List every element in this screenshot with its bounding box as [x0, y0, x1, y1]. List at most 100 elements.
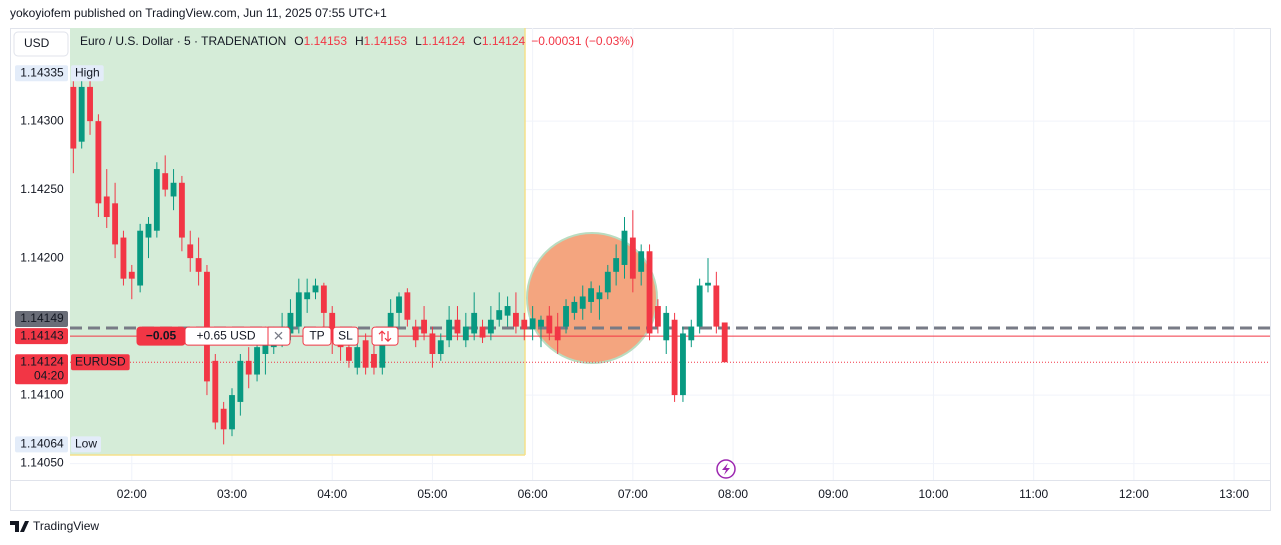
candle-body: [287, 312, 294, 334]
currency-label: USD: [24, 36, 50, 50]
candle-body: [187, 244, 194, 259]
x-tick-label: 03:00: [217, 487, 247, 501]
y-tick-label: 1.14300: [20, 113, 64, 127]
candle-body: [112, 203, 119, 245]
y-tick-label: 1.14200: [20, 250, 64, 264]
price-badge-label: 1.14064: [20, 437, 64, 451]
position-widget[interactable]: −0.05 +0.65 USD TP SL: [136, 326, 399, 346]
candle-body: [496, 310, 503, 320]
candle-body: [95, 121, 102, 204]
candle-body: [487, 319, 494, 334]
candle-body: [195, 258, 202, 272]
x-tick-label: 13:00: [1219, 487, 1249, 501]
candle-body: [429, 333, 436, 354]
candle-body: [688, 326, 695, 341]
candle-body: [170, 182, 177, 197]
price-badge-label: 1.14149: [20, 311, 64, 325]
candle-body: [412, 326, 419, 341]
candle-body: [462, 326, 469, 341]
candle-body: [262, 340, 269, 354]
candle-body: [604, 271, 611, 293]
y-tick-label: 1.14050: [20, 456, 64, 470]
symbol-title: Euro / U.S. Dollar · 5 · TRADENATION: [80, 34, 286, 48]
candle-body: [521, 319, 528, 330]
candle-body: [479, 326, 486, 338]
candle-body: [245, 360, 252, 375]
price-badge-tag: EURUSD: [75, 354, 126, 368]
candle-body: [713, 285, 720, 327]
candle-body: [362, 340, 369, 368]
candle-body: [120, 237, 127, 279]
ohlc-value: 1.14124: [482, 34, 526, 48]
ohlc-label: H: [355, 34, 364, 48]
candle-body: [254, 347, 260, 375]
x-tick-label: 11:00: [1019, 487, 1048, 501]
price-badge-tag-bg: [71, 354, 130, 371]
candle-body: [621, 230, 628, 265]
lightning: [722, 463, 730, 475]
candle-body: [371, 353, 377, 368]
price-badge-label: 1.14335: [20, 65, 64, 79]
x-tick-label: 04:00: [317, 487, 347, 501]
range-drawing: [70, 28, 525, 455]
x-tick-label: 05:00: [417, 487, 447, 501]
price-badge-label: 1.14124: [20, 354, 64, 368]
candle-body: [304, 292, 311, 300]
position-qty: −0.05: [146, 328, 177, 342]
tv-logo: [10, 521, 29, 532]
candle-body: [178, 182, 185, 238]
price-badge-tag-bg: [71, 436, 102, 453]
candles: [70, 66, 728, 445]
candle-body: [446, 319, 453, 341]
take-profit: TP: [309, 328, 324, 342]
price-badge: [15, 310, 68, 327]
currency-button[interactable]: [13, 31, 69, 57]
candle-body: [663, 312, 670, 341]
candle-body: [696, 285, 703, 327]
x-tick-label: 09:00: [818, 487, 848, 501]
candle-body: [396, 296, 402, 313]
footer-brand: TradingView: [33, 519, 99, 533]
candle-body: [579, 296, 586, 309]
candle-body: [571, 301, 578, 313]
price-badge: [15, 436, 68, 453]
candle-body: [546, 315, 553, 334]
candle-body: [437, 340, 444, 354]
candle-body: [563, 306, 569, 327]
candle-body: [312, 285, 319, 293]
candle-body: [87, 86, 93, 122]
publisher-note: yokoyiofem published on TradingView.com,…: [10, 6, 387, 20]
candle-body: [329, 312, 336, 341]
candle-body: [354, 347, 361, 368]
candle-body: [504, 306, 511, 316]
candle-body: [404, 292, 411, 320]
x-tick-label: 06:00: [518, 487, 548, 501]
ohlc-value: 1.14124: [422, 34, 466, 48]
price-badge: [15, 65, 68, 82]
candle-body: [145, 223, 152, 238]
candle-body: [513, 312, 519, 327]
y-tick-label: 1.14250: [20, 182, 64, 196]
candle-body: [654, 306, 661, 327]
candle-body: [554, 326, 561, 341]
x-tick-label: 08:00: [718, 487, 748, 501]
candle-body: [421, 319, 427, 334]
event-icon[interactable]: [716, 459, 736, 479]
candle-body: [588, 288, 595, 302]
close-icon: [274, 331, 283, 340]
change-label: −0.00031 (−0.03%): [531, 34, 634, 48]
candle-body: [153, 169, 160, 231]
candle-body: [70, 86, 77, 149]
chart-frame: [10, 28, 1271, 511]
candle-body: [387, 312, 394, 334]
candle-body: [345, 347, 352, 361]
candle-body: [671, 319, 678, 396]
candle-body: [162, 173, 169, 190]
price-badge-label: 1.14143: [20, 328, 64, 342]
candle-body: [705, 282, 711, 286]
position-pnl-box: [184, 326, 291, 346]
ohlc-label: C: [473, 34, 482, 48]
y-tick-label: 1.14100: [20, 387, 64, 401]
